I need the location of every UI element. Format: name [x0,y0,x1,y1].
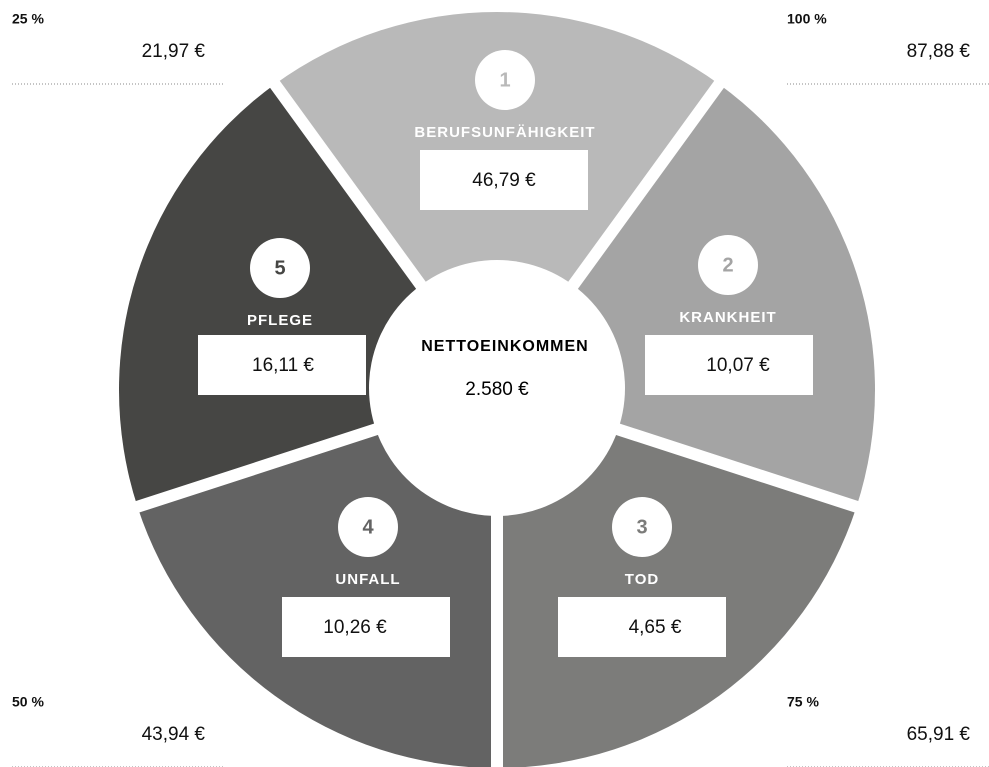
segment-number: 3 [636,516,647,538]
corner-amount: 43,94 € [142,724,206,745]
center-title: NETTOEINKOMMEN [421,338,588,355]
corner-amount: 65,91 € [907,724,971,745]
number-badge [475,50,535,110]
segment-number: 2 [722,254,733,276]
segment-label: PFLEGE [247,312,313,329]
segment-label: UNFALL [335,571,400,588]
number-badge [250,238,310,298]
corner-percent: 25 % [12,11,44,27]
value-box [198,335,366,395]
segment [497,390,857,767]
segment-label: KRANKHEIT [679,309,776,326]
corner-percent: 75 % [787,694,819,710]
corner-percent: 50 % [12,694,44,710]
value-box [645,335,813,395]
segment [137,390,497,767]
number-badge [698,235,758,295]
corner-amount: 21,97 € [142,41,206,62]
corner-amount: 87,88 € [907,41,971,62]
number-badge [612,497,672,557]
corner-percent: 100 % [787,11,827,27]
segment-number: 5 [274,257,285,279]
center-value: 2.580 € [465,379,529,400]
value-box [558,597,726,657]
segment-value: 10,26 € [323,617,387,638]
segment-value: 10,07 € [706,355,770,376]
number-badge [338,497,398,557]
value-box [420,150,588,210]
value-box [282,597,450,657]
segment-label: BERUFSUNFÄHIGKEIT [414,124,595,141]
segment-value: 4,65 € [629,617,682,638]
segment-label: TOD [625,571,659,588]
segment-value: 46,79 € [472,170,536,191]
segment-number: 1 [499,69,510,91]
segment-content: 1 BERUFSUNFÄHIGKEIT 46,79 € 2 KRANKHEIT 10,07… [198,50,813,657]
segment-value: 16,11 € [252,355,314,376]
segment-number: 4 [362,516,374,538]
center-circle [369,260,625,516]
